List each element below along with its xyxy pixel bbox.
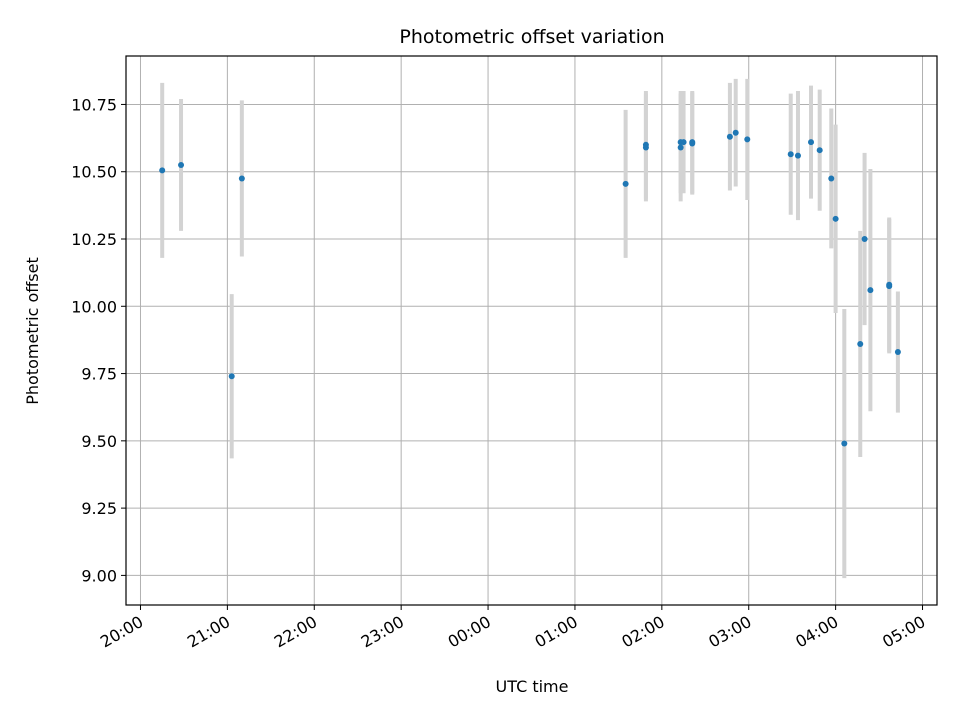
x-tick-label: 02:00 [618, 612, 667, 652]
data-point [794, 152, 801, 159]
data-point [861, 236, 868, 242]
data-point [886, 281, 893, 288]
x-tick-label: 22:00 [271, 612, 320, 652]
data-point [228, 373, 235, 380]
data-point [744, 136, 751, 143]
x-tick-label: 00:00 [445, 612, 494, 652]
x-tick-label: 01:00 [532, 612, 581, 652]
data-point [808, 139, 815, 146]
data-point [841, 440, 848, 447]
x-tick-label: 03:00 [705, 612, 754, 652]
errorbar-layer [160, 78, 900, 579]
data-point [642, 144, 649, 151]
data-point [680, 139, 687, 146]
x-axis-label: UTC time [496, 677, 569, 696]
x-tick-label: 21:00 [184, 612, 233, 652]
x-tick-label: 04:00 [792, 612, 841, 652]
data-point [867, 287, 874, 294]
y-tick-label: 9.50 [81, 432, 117, 451]
data-point [787, 151, 794, 158]
data-point [832, 215, 839, 222]
y-axis-label: Photometric offset [23, 257, 42, 405]
data-point [828, 175, 835, 182]
grid-layer [126, 56, 937, 605]
data-point [857, 340, 864, 347]
data-point [238, 175, 245, 182]
y-tick-label: 10.50 [71, 163, 117, 182]
data-point [677, 144, 684, 151]
data-point [894, 349, 901, 356]
x-tick-label: 05:00 [879, 612, 928, 652]
chart-title: Photometric offset variation [399, 26, 664, 48]
data-point [689, 139, 696, 146]
data-point [622, 180, 629, 187]
data-point [816, 147, 823, 154]
data-point [726, 133, 733, 140]
x-tick-label: 23:00 [358, 612, 407, 652]
plot-frame [125, 55, 938, 606]
y-tick-label: 9.25 [81, 499, 117, 518]
data-point [178, 161, 185, 168]
data-point [159, 167, 166, 174]
y-tick-label: 10.00 [71, 297, 117, 316]
point-layer [159, 129, 901, 447]
data-point [732, 129, 739, 136]
y-tick-label: 9.00 [81, 566, 117, 585]
y-tick-label: 10.25 [71, 230, 117, 249]
y-tick-label: 9.75 [81, 365, 117, 384]
y-tick-label: 10.75 [71, 95, 117, 114]
x-tick-label: 20:00 [97, 612, 146, 652]
